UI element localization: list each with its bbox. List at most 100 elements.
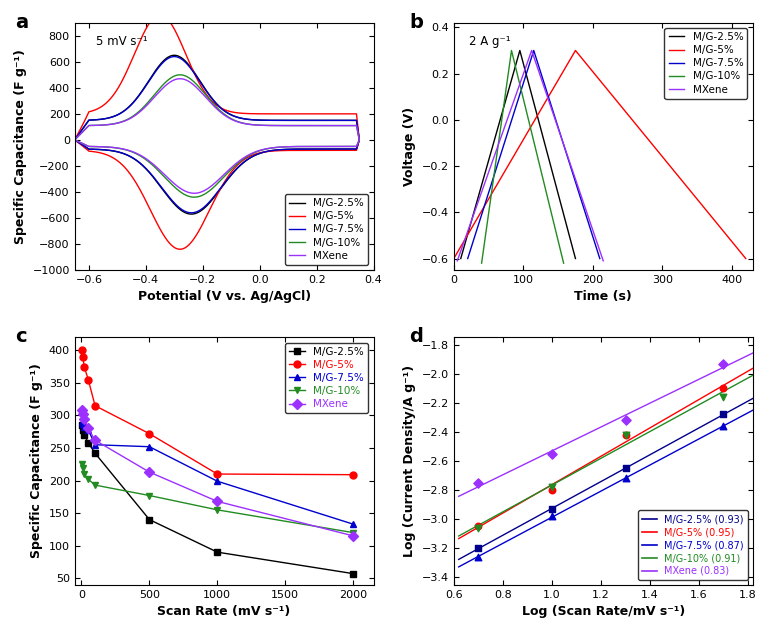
MXene [213, 497, 222, 505]
MXene [70, 136, 79, 143]
MXene [546, 102, 555, 109]
M/G-2.5% [347, 116, 356, 124]
M/G-10% [520, 102, 530, 110]
Text: c: c [15, 327, 26, 346]
M/G-10% [70, 136, 79, 143]
M/G-7.5% [347, 116, 356, 124]
M/G-5% [332, 110, 342, 118]
M/G-2.5% [332, 116, 342, 124]
M/G-2.5% [78, 422, 87, 429]
MXene [470, 206, 480, 214]
M/G-7.5% [86, 145, 96, 153]
M/G-5% [70, 136, 79, 143]
Line: M/G-5%: M/G-5% [75, 15, 359, 249]
M/G-5% [78, 353, 87, 361]
MXene [78, 406, 87, 414]
M/G-7.5% [187, 209, 196, 217]
M/G-2.5% [495, 119, 504, 126]
MXene [191, 190, 200, 197]
MXene [527, 47, 537, 54]
M/G-10% [507, 47, 516, 54]
M/G-5% [348, 471, 358, 478]
M/G-2.5% [213, 549, 222, 556]
M/G-10% [348, 529, 358, 537]
M/G-5% [449, 255, 459, 262]
MXene [598, 257, 608, 265]
M/G-10% [83, 475, 93, 483]
M/G-10% [86, 143, 96, 150]
Point [717, 383, 729, 393]
Line: MXene: MXene [457, 51, 603, 261]
M/G-5% [647, 140, 656, 147]
M/G-5% [78, 346, 87, 354]
MXene [453, 257, 462, 265]
Point [619, 463, 631, 473]
X-axis label: Log (Scan Rate/mV s⁻¹): Log (Scan Rate/mV s⁻¹) [522, 605, 685, 618]
M/G-2.5% [470, 205, 480, 212]
X-axis label: Time (s): Time (s) [574, 291, 632, 303]
M/G-7.5% [559, 140, 568, 147]
M/G-7.5% [191, 209, 200, 216]
MXene [145, 468, 154, 476]
M/G-7.5% [90, 441, 99, 449]
Y-axis label: Specific Capacitance (F g⁻¹): Specific Capacitance (F g⁻¹) [14, 49, 27, 244]
Point [546, 504, 558, 514]
M/G-7.5% [507, 119, 516, 126]
Line: M/G-7.5%: M/G-7.5% [79, 418, 357, 528]
M/G-7.5% [529, 47, 538, 54]
M/G-2.5% [145, 516, 154, 523]
M/G-10% [347, 122, 356, 130]
M/G-5% [86, 147, 96, 155]
Line: M/G-7.5%: M/G-7.5% [75, 57, 359, 213]
M/G-7.5% [463, 255, 473, 262]
MXene [501, 119, 510, 127]
M/G-5% [99, 101, 109, 109]
M/G-5% [741, 255, 750, 262]
Point [717, 358, 729, 368]
Y-axis label: Log (Current Density/A g⁻¹): Log (Current Density/A g⁻¹) [403, 365, 416, 557]
Point [546, 449, 558, 459]
M/G-7.5% [516, 90, 525, 97]
M/G-7.5% [70, 136, 79, 143]
MXene [560, 143, 569, 150]
M/G-10% [530, 144, 540, 152]
M/G-2.5% [187, 210, 196, 218]
Line: M/G-2.5%: M/G-2.5% [75, 55, 359, 214]
M/G-2.5% [70, 136, 79, 143]
M/G-5% [546, 90, 555, 97]
M/G-7.5% [170, 53, 179, 61]
Point [472, 544, 484, 554]
MXene [559, 141, 568, 149]
MXene [79, 415, 89, 423]
Point [717, 410, 729, 420]
Line: M/G-10%: M/G-10% [75, 75, 359, 197]
M/G-7.5% [79, 423, 89, 430]
M/G-2.5% [79, 431, 89, 439]
Line: M/G-7.5%: M/G-7.5% [468, 51, 600, 258]
Point [546, 511, 558, 521]
M/G-10% [484, 208, 493, 216]
M/G-5% [86, 147, 96, 155]
M/G-10% [332, 122, 342, 130]
X-axis label: Potential (V vs. Ag/AgCl): Potential (V vs. Ag/AgCl) [137, 291, 311, 303]
M/G-5% [191, 233, 200, 240]
MXene [190, 190, 199, 197]
M/G-2.5% [503, 90, 512, 97]
M/G-7.5% [78, 420, 87, 428]
Line: M/G-5%: M/G-5% [454, 51, 746, 258]
M/G-10% [477, 259, 487, 267]
M/G-2.5% [86, 145, 96, 153]
M/G-2.5% [348, 570, 358, 578]
M/G-5% [70, 136, 79, 143]
M/G-10% [190, 193, 199, 201]
Legend: M/G-2.5% (0.93), M/G-5% (0.95), M/G-7.5% (0.87), M/G-10% (0.91), MXene (0.83): M/G-2.5% (0.93), M/G-5% (0.95), M/G-7.5%… [638, 511, 748, 580]
M/G-2.5% [83, 439, 93, 447]
M/G-10% [213, 506, 222, 514]
Text: d: d [409, 327, 423, 346]
MXene [512, 90, 521, 97]
Legend: M/G-2.5%, M/G-5%, M/G-7.5%, M/G-10%, MXene: M/G-2.5%, M/G-5%, M/G-7.5%, M/G-10%, MXe… [285, 194, 369, 265]
M/G-2.5% [90, 449, 99, 457]
MXene [348, 532, 358, 540]
M/G-5% [615, 101, 625, 109]
Line: MXene: MXene [79, 407, 357, 539]
